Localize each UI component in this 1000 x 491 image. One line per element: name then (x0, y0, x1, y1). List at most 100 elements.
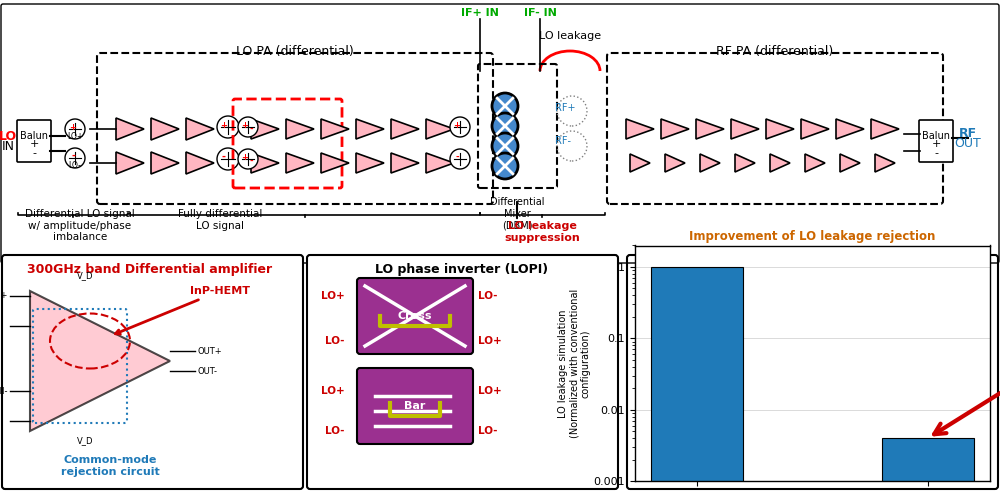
Polygon shape (151, 152, 179, 174)
Text: +: + (242, 120, 248, 130)
FancyBboxPatch shape (17, 120, 51, 162)
Text: Differential
Mixer
(DBM): Differential Mixer (DBM) (490, 197, 544, 230)
Text: Balun: Balun (20, 131, 48, 141)
Text: -: - (222, 152, 226, 162)
FancyBboxPatch shape (2, 255, 303, 489)
Text: OUT: OUT (955, 136, 981, 149)
Polygon shape (630, 154, 650, 172)
Text: OUT+: OUT+ (197, 347, 222, 355)
Text: Common-mode
rejection circuit: Common-mode rejection circuit (61, 455, 159, 477)
Text: LO+: LO+ (321, 386, 345, 396)
Circle shape (65, 119, 85, 139)
Circle shape (217, 148, 239, 170)
Polygon shape (391, 153, 419, 173)
Text: -: - (455, 153, 459, 162)
Text: LO+: LO+ (478, 336, 502, 346)
Polygon shape (356, 119, 384, 139)
Text: OUT-: OUT- (197, 366, 217, 376)
Text: RF+: RF+ (555, 103, 576, 113)
Text: LO-: LO- (326, 336, 345, 346)
Circle shape (492, 133, 518, 159)
Text: LO-: LO- (478, 291, 498, 301)
Title: Improvement of LO leakage rejection: Improvement of LO leakage rejection (689, 230, 936, 243)
Text: LO PA (differential): LO PA (differential) (236, 45, 354, 57)
FancyBboxPatch shape (307, 255, 618, 489)
Circle shape (65, 148, 85, 168)
Circle shape (238, 149, 258, 169)
Text: V_D: V_D (77, 272, 93, 280)
Text: +: + (29, 139, 39, 149)
Text: InP-HEMT: InP-HEMT (115, 286, 250, 334)
Circle shape (492, 93, 518, 119)
Polygon shape (321, 153, 349, 173)
Polygon shape (770, 154, 790, 172)
Text: IF- IN: IF- IN (524, 8, 556, 18)
Text: LO-: LO- (69, 161, 81, 169)
Text: LO+: LO+ (67, 132, 83, 140)
FancyBboxPatch shape (919, 120, 953, 162)
Polygon shape (186, 118, 214, 140)
Text: Differential LO signal
w/ amplitude/phase
imbalance: Differential LO signal w/ amplitude/phas… (25, 209, 135, 242)
Circle shape (492, 113, 518, 139)
Text: LO leakage
suppression: LO leakage suppression (504, 221, 580, 243)
Polygon shape (286, 153, 314, 173)
FancyBboxPatch shape (1, 4, 999, 263)
Text: -: - (71, 151, 75, 161)
Text: LO-: LO- (326, 426, 345, 436)
Text: +: + (220, 120, 228, 130)
Text: RF-: RF- (555, 136, 571, 146)
Text: Cross: Cross (398, 311, 432, 321)
Text: RF: RF (959, 127, 977, 139)
Circle shape (238, 117, 258, 137)
Polygon shape (871, 119, 899, 139)
Polygon shape (665, 154, 685, 172)
Text: +: + (70, 122, 76, 132)
Polygon shape (735, 154, 755, 172)
Polygon shape (391, 119, 419, 139)
Text: LO-: LO- (478, 426, 498, 436)
Polygon shape (801, 119, 829, 139)
Text: IN: IN (2, 139, 14, 153)
Polygon shape (251, 153, 279, 173)
Polygon shape (840, 154, 860, 172)
Text: -: - (249, 125, 253, 134)
Text: +: + (931, 139, 941, 149)
FancyBboxPatch shape (357, 368, 473, 444)
Polygon shape (766, 119, 794, 139)
Text: -: - (32, 148, 36, 158)
Polygon shape (805, 154, 825, 172)
Text: LO+: LO+ (478, 386, 502, 396)
Circle shape (450, 149, 470, 169)
Text: Balun: Balun (922, 131, 950, 141)
Text: III+: III+ (0, 292, 8, 300)
Text: IF+ IN: IF+ IN (461, 8, 499, 18)
Circle shape (492, 153, 518, 179)
Bar (651, 267, 743, 491)
Y-axis label: LO leakage simulation
(Normalized with conventional
configuration): LO leakage simulation (Normalized with c… (558, 289, 591, 438)
Polygon shape (836, 119, 864, 139)
Text: +: + (454, 120, 460, 130)
Polygon shape (700, 154, 720, 172)
Polygon shape (186, 152, 214, 174)
Polygon shape (731, 119, 759, 139)
Text: LO+: LO+ (321, 291, 345, 301)
Polygon shape (286, 119, 314, 139)
Text: RF PA (differential): RF PA (differential) (716, 45, 834, 57)
Text: +: + (242, 153, 248, 162)
Polygon shape (661, 119, 689, 139)
Polygon shape (151, 118, 179, 140)
Polygon shape (116, 118, 144, 140)
Text: Less than
1/250: Less than 1/250 (934, 353, 1000, 434)
Polygon shape (426, 153, 454, 173)
Polygon shape (696, 119, 724, 139)
Text: LO phase inverter (LOPI): LO phase inverter (LOPI) (375, 263, 549, 276)
Text: 300GHz band Differential amplifier: 300GHz band Differential amplifier (27, 263, 273, 276)
Polygon shape (321, 119, 349, 139)
FancyBboxPatch shape (357, 278, 473, 354)
Polygon shape (356, 153, 384, 173)
Polygon shape (626, 119, 654, 139)
Circle shape (217, 116, 239, 138)
Polygon shape (116, 152, 144, 174)
Text: V_D: V_D (77, 436, 93, 445)
Text: Fully differential
LO signal: Fully differential LO signal (178, 209, 262, 231)
